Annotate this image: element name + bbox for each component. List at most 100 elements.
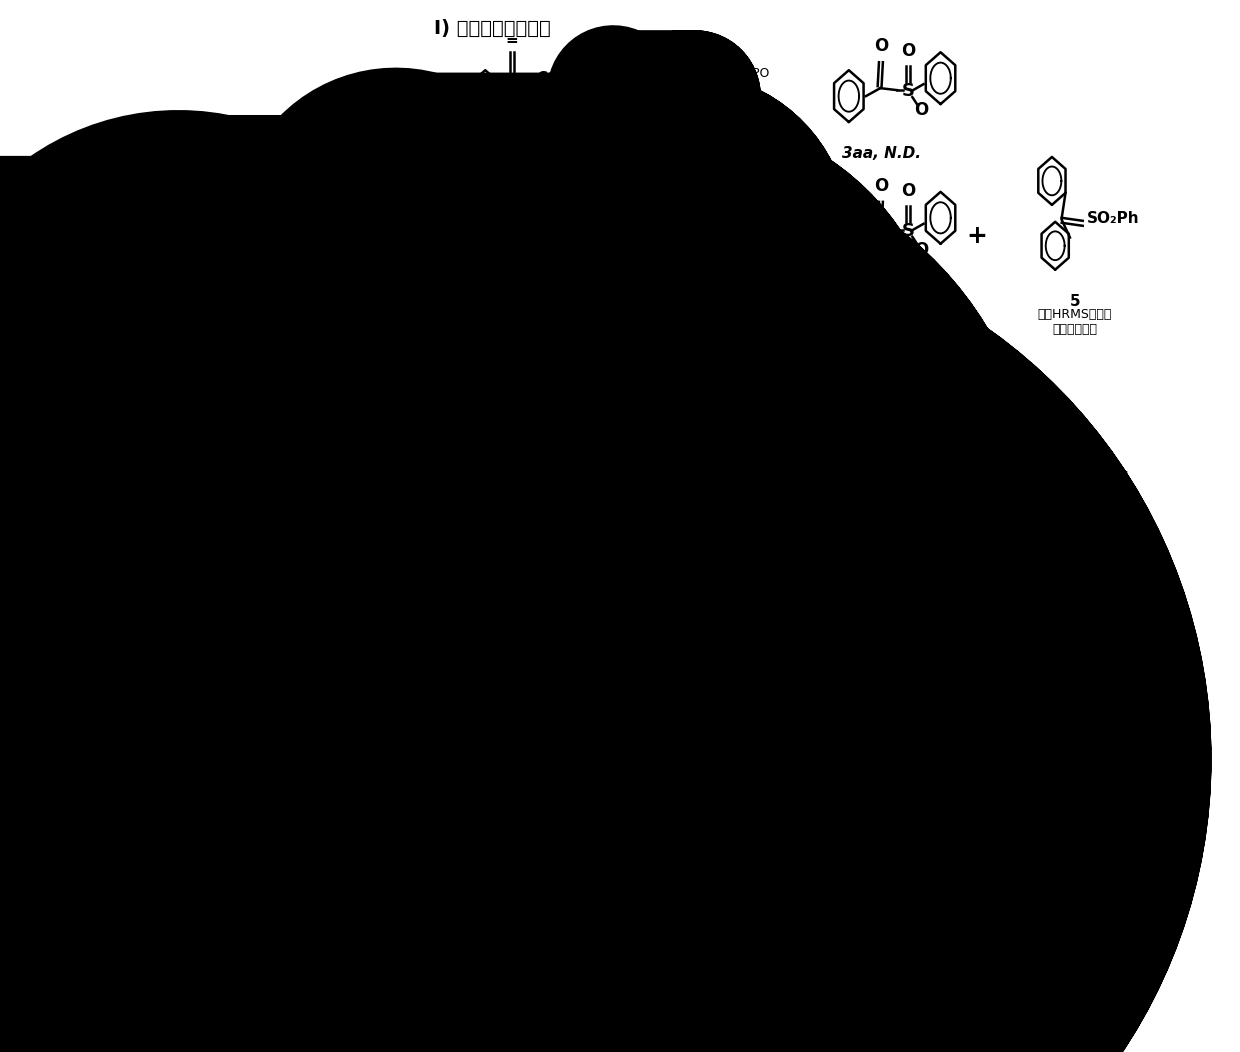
Text: O: O: [874, 177, 888, 195]
Text: NH₂: NH₂: [668, 226, 701, 241]
Text: 通过HRMS检测到
该分子离子峰: 通过HRMS检测到 该分子离子峰: [1038, 307, 1112, 336]
Text: 3aa, N.D.: 3aa, N.D.: [842, 146, 921, 161]
Text: 2-1: 2-1: [603, 800, 630, 814]
Text: 5: 5: [1070, 294, 1080, 308]
Text: +: +: [966, 498, 987, 522]
Text: 2-1: 2-1: [603, 276, 630, 290]
Text: =: =: [506, 34, 518, 48]
Text: S: S: [624, 751, 637, 769]
Text: +: +: [544, 363, 565, 387]
Text: O: O: [924, 765, 937, 783]
Text: COOH: COOH: [537, 485, 587, 500]
Text: 3aa, 10%: 3aa, 10%: [842, 286, 921, 301]
Text: 通过HRMS检测到
该分子离子峰: 通过HRMS检测到 该分子离子峰: [857, 826, 926, 854]
Text: O: O: [874, 317, 888, 335]
Text: tBu: tBu: [1022, 470, 1045, 484]
Text: HRMS未检测到: HRMS未检测到: [1066, 826, 1133, 839]
Text: (b): (b): [435, 227, 463, 245]
Text: O: O: [1092, 701, 1106, 719]
Text: I) 自由基淡灯实验：: I) 自由基淡灯实验：: [434, 19, 551, 38]
Text: ¹⁶O-3aa: ¹⁶O-3aa: [859, 811, 924, 826]
Text: 标准条件: 标准条件: [711, 524, 740, 537]
Text: =: =: [506, 696, 518, 711]
Text: O: O: [900, 322, 915, 340]
Text: S: S: [901, 362, 914, 380]
Text: S: S: [624, 228, 637, 246]
Text: O: O: [884, 701, 898, 719]
Text: O: O: [914, 515, 928, 533]
Text: O: O: [636, 772, 649, 787]
Text: (c): (c): [435, 366, 460, 384]
Text: (d): (d): [435, 501, 463, 519]
Text: O: O: [1118, 706, 1133, 724]
Text: COOH: COOH: [537, 350, 587, 365]
Text: O: O: [910, 706, 925, 724]
Text: O: O: [624, 714, 637, 729]
Text: COOH: COOH: [537, 734, 587, 749]
Text: S: S: [901, 82, 914, 100]
Text: 2-1: 2-1: [603, 416, 630, 430]
Text: O: O: [874, 37, 888, 56]
Text: 荧光素, 23 W 荧光灯, ¹⁶O₂: 荧光素, 23 W 荧光灯, ¹⁶O₂: [680, 728, 794, 742]
Text: NH₂: NH₂: [668, 86, 701, 102]
Text: NH₂: NH₂: [668, 750, 701, 765]
Text: N: N: [644, 366, 657, 381]
Text: tBu: tBu: [1022, 526, 1045, 540]
Text: +: +: [981, 747, 1002, 771]
Text: O: O: [636, 523, 649, 538]
Text: NH₂: NH₂: [668, 501, 701, 515]
Text: O: O: [900, 457, 915, 474]
Text: +: +: [966, 224, 987, 248]
Text: 1-1: 1-1: [471, 550, 498, 565]
Text: 通过HRMS检测到
该分子离子峰: 通过HRMS检测到 该分子离子峰: [1022, 582, 1096, 610]
Text: S: S: [901, 497, 914, 514]
Text: 1 eq. DABCO: 1 eq. DABCO: [686, 346, 766, 360]
Text: H: H: [627, 452, 639, 466]
Text: S: S: [624, 502, 637, 520]
Text: 标准条件: 标准条件: [711, 110, 740, 123]
Text: 3aa, 80%: 3aa, 80%: [842, 425, 921, 441]
Text: H: H: [627, 702, 639, 715]
Text: O: O: [1132, 765, 1146, 783]
Text: OH: OH: [1106, 470, 1130, 484]
Text: NH₂: NH₂: [668, 366, 701, 381]
Text: O: O: [900, 182, 915, 200]
Text: 1.0 eq. 二苯基乙烯: 1.0 eq. 二苯基乙烯: [683, 207, 769, 220]
Text: O: O: [636, 248, 649, 263]
Text: S: S: [1120, 746, 1132, 764]
Text: =: =: [506, 173, 518, 188]
Text: ¹⁸O-3aa: ¹⁸O-3aa: [1068, 811, 1132, 826]
Text: O: O: [636, 108, 649, 123]
Text: =: =: [506, 447, 518, 462]
Text: O: O: [1080, 469, 1092, 485]
Text: CH₃: CH₃: [1047, 549, 1071, 562]
Text: 2-1: 2-1: [603, 136, 630, 151]
Text: 碳酸氢钔, 碗化饀, 乙腔/H₂O¹⁸: 碳酸氢钔, 碗化饀, 乙腔/H₂O¹⁸: [680, 775, 794, 788]
Text: O: O: [624, 190, 637, 206]
Text: 1-1: 1-1: [471, 416, 498, 430]
Text: O: O: [900, 42, 915, 60]
Text: S: S: [624, 367, 637, 385]
Text: O: O: [636, 388, 649, 403]
Text: S: S: [624, 88, 637, 106]
Text: S: S: [911, 746, 924, 764]
Text: 3aa, N.D.: 3aa, N.D.: [842, 560, 921, 574]
Text: N: N: [644, 501, 657, 515]
Text: O: O: [624, 465, 637, 480]
Text: S: S: [901, 222, 914, 240]
Text: ¹⁸: ¹⁸: [1087, 702, 1096, 711]
Text: O: O: [914, 381, 928, 399]
Text: +: +: [544, 747, 565, 771]
Text: H: H: [627, 38, 639, 53]
Text: COOH: COOH: [537, 210, 587, 225]
Text: +: +: [544, 84, 565, 108]
Text: 1.5 eq.TEMPO: 1.5 eq.TEMPO: [682, 67, 769, 80]
Text: 标准条件: 标准条件: [711, 249, 740, 263]
Text: 1-1: 1-1: [471, 800, 498, 814]
Text: O: O: [874, 451, 888, 469]
Text: ¹⁶: ¹⁶: [879, 702, 888, 711]
Text: O: O: [914, 241, 928, 259]
Text: N: N: [644, 86, 657, 102]
Text: O: O: [624, 330, 637, 345]
Text: H: H: [627, 178, 639, 191]
